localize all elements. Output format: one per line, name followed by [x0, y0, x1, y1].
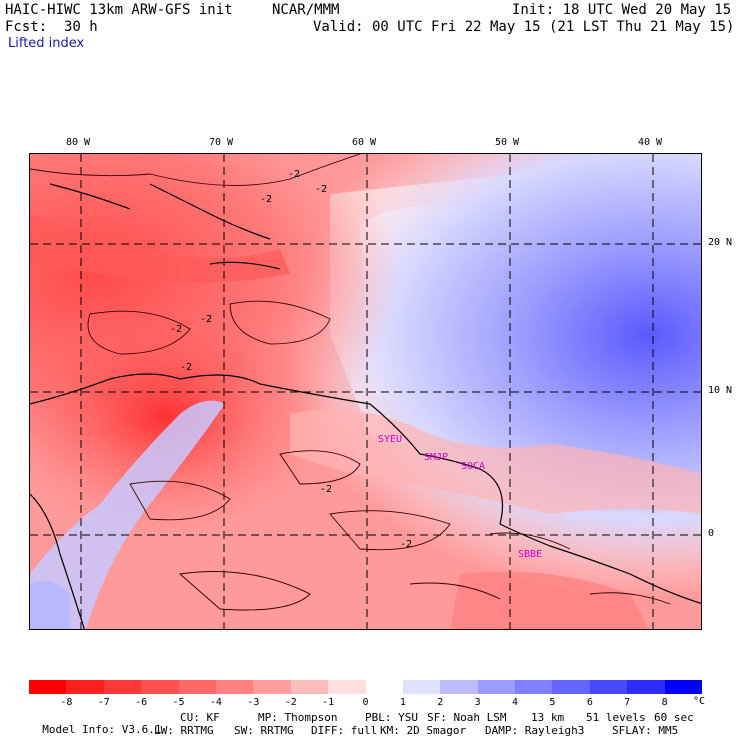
contour-label: -2: [288, 169, 301, 180]
pbl-scheme: PBL: YSU: [365, 711, 418, 724]
model-version: Model Info: V3.6.1: [42, 723, 162, 736]
li-contours: [30, 154, 671, 611]
colorbar-tick-label: 4: [512, 697, 519, 708]
contour-label: -2: [180, 362, 193, 373]
colorbar: [29, 680, 703, 694]
diff-option: DIFF: full: [311, 724, 378, 737]
colorbar-swatch: [141, 680, 180, 694]
andes-unstable-region: [30, 154, 701, 629]
station-label: SOCA: [461, 461, 486, 472]
colorbar-swatch: [402, 680, 441, 694]
colorbar-tick-label: -6: [135, 697, 148, 708]
colorbar-tick-label: -5: [172, 697, 185, 708]
colorbar-swatch: [365, 680, 404, 694]
map-canvas: [30, 154, 701, 629]
pacific-sw-region: [30, 580, 70, 629]
init-time: Init: 18 UTC Wed 20 May 15: [512, 2, 732, 18]
colorbar-tick-label: -2: [284, 697, 297, 708]
amazon-light-band: [290, 409, 701, 514]
lat-lon-grid: [30, 154, 701, 629]
colorbar-swatch: [290, 680, 329, 694]
pacific-stable-strip: [30, 400, 225, 629]
lat-label-10n: 10 N: [708, 385, 733, 396]
sflay-scheme: SFLAY: MM5: [612, 724, 679, 737]
lon-label-50w: 50 W: [495, 137, 520, 148]
sw-scheme: SW: RRTMG: [234, 724, 294, 737]
station-label: SBBE: [518, 549, 543, 560]
lw-scheme: LW: RRTMG: [154, 724, 214, 737]
org-label: NCAR/MMM: [272, 2, 340, 18]
field-name: Lifted index: [8, 36, 85, 51]
colorbar-tick-label: 8: [661, 697, 668, 708]
colorbar-swatch: [253, 680, 292, 694]
time-step: 60 sec: [654, 711, 694, 724]
colorbar-tick-label: -4: [209, 697, 222, 708]
km-option: KM: 2D Smagor: [380, 724, 467, 737]
colorbar-tick-label: -3: [247, 697, 260, 708]
grid-spacing: 13 km: [531, 711, 565, 724]
colorbar-tick-label: 5: [549, 697, 556, 708]
contour-label: -2: [315, 184, 328, 195]
colorbar-tick-label: -1: [322, 697, 335, 708]
colorbar-tick-label: -8: [60, 697, 73, 708]
colorbar-tick-label: 0: [362, 697, 369, 708]
station-label: SMJP: [424, 452, 449, 463]
colorbar-swatch: [66, 680, 105, 694]
vertical-levels: 51 levels: [586, 711, 646, 724]
colorbar-swatch: [664, 680, 703, 694]
lat-label-20n: 20 N: [708, 237, 733, 248]
cu-scheme: CU: KF: [180, 711, 220, 724]
station-label: SYEU: [378, 434, 403, 445]
contour-label: -2: [320, 484, 333, 495]
model-info-line1: Model Info: V3.6.1: [29, 712, 161, 736]
colorbar-tick-label: 6: [586, 697, 593, 708]
mp-scheme: MP: Thompson: [258, 711, 338, 724]
lon-label-60w: 60 W: [352, 137, 377, 148]
contour-label: -2: [260, 194, 273, 205]
colorbar-swatch: [29, 680, 67, 694]
lon-label-40w: 40 W: [638, 137, 663, 148]
coastlines: [30, 183, 701, 629]
contour-label: -2: [200, 314, 213, 325]
colorbar-swatch: [589, 680, 628, 694]
valid-time: Valid: 00 UTC Fri 22 May 15 (21 LST Thu …: [313, 19, 735, 35]
colorbar-swatch: [477, 680, 516, 694]
colorbar-swatch: [552, 680, 591, 694]
colorbar-swatch: [515, 680, 553, 694]
lon-label-80w: 80 W: [66, 137, 91, 148]
contour-label: -2: [170, 324, 183, 335]
colorbar-tick-label: -7: [97, 697, 110, 708]
fcst-label: Fcst:: [5, 19, 48, 35]
lat-label-equator: 0: [708, 528, 715, 539]
colorbar-swatch: [627, 680, 666, 694]
colorbar-swatch: [440, 680, 479, 694]
colorbar-unit: °C: [693, 696, 706, 707]
contour-label: -2: [400, 539, 413, 550]
colorbar-swatch: [328, 680, 366, 694]
colorbar-swatch: [103, 680, 142, 694]
colorbar-tick-label: 3: [474, 697, 481, 708]
colorbar-tick-label: 2: [437, 697, 444, 708]
damp-option: DAMP: Rayleigh3: [485, 724, 585, 737]
lon-label-70w: 70 W: [209, 137, 234, 148]
lifted-index-map: -2 -2 -2 -2 -2 -2 -2 -2 SYEU SMJP SOCA S…: [29, 153, 702, 630]
colorbar-swatch: [215, 680, 254, 694]
model-title: HAIC-HIWC 13km ARW-GFS init: [5, 2, 233, 18]
amazon-south-region: [450, 571, 649, 629]
fcst-value: 30 h: [64, 19, 98, 35]
sf-scheme: SF: Noah LSM: [427, 711, 507, 724]
colorbar-swatch: [178, 680, 217, 694]
colorbar-tick-label: 1: [399, 697, 406, 708]
colorbar-tick-label: 7: [624, 697, 631, 708]
